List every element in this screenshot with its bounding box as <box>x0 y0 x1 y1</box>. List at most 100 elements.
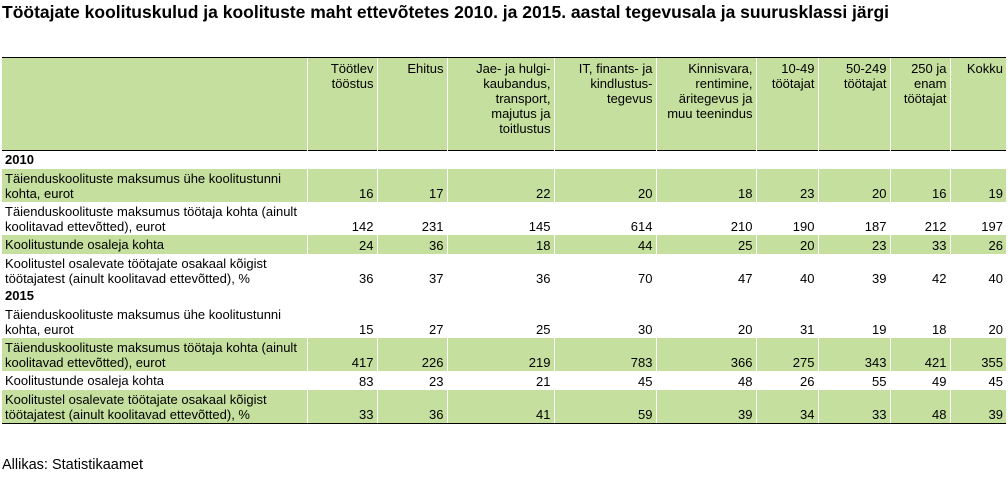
row-label: Täienduskoolituste maksumus töötaja koht… <box>5 204 297 234</box>
value-cell: 39 <box>949 390 1006 424</box>
year-row: 2010 <box>2 151 1006 170</box>
column-header: Kinnisvara, rentimine, äritegevus ja muu… <box>655 58 756 151</box>
column-header: Ehitus <box>376 58 447 151</box>
value-cell: 355 <box>949 338 1006 371</box>
value-cell: 41 <box>446 390 554 424</box>
value-cell: 190 <box>755 202 818 235</box>
value-cell: 26 <box>755 371 818 390</box>
column-header: 50-249 töötajat <box>817 58 890 151</box>
table-row: Koolitustel osalevate töötajate osakaal … <box>2 254 1006 287</box>
value-cell: 212 <box>889 202 950 235</box>
value-cell: 25 <box>446 305 554 338</box>
value-cell: 42 <box>889 254 950 287</box>
value-cell: 366 <box>655 338 756 371</box>
row-label: Koolitustel osalevate töötajate osakaal … <box>5 256 267 286</box>
row-label: Koolitustunde osaleja kohta <box>5 373 165 388</box>
value-cell: 34 <box>755 390 818 424</box>
value-cell: 16 <box>306 169 377 202</box>
value-cell: 70 <box>553 254 656 287</box>
column-header: 10-49 töötajat <box>755 58 818 151</box>
value-cell: 25 <box>655 235 756 254</box>
value-cell: 21 <box>446 371 554 390</box>
value-cell: 15 <box>306 305 377 338</box>
column-header: Kokku <box>949 58 1006 151</box>
value-cell: 343 <box>817 338 890 371</box>
value-cell: 417 <box>306 338 377 371</box>
value-cell: 23 <box>376 371 447 390</box>
table-row: Koolitustunde osaleja kohta 24 36 18 44 25 20 2… <box>2 235 1006 254</box>
value-cell: 16 <box>889 169 950 202</box>
value-cell: 48 <box>655 371 756 390</box>
value-cell: 39 <box>655 390 756 424</box>
table-row: Koolitustel osalevate töötajate osakaal … <box>2 390 1006 424</box>
value-cell: 142 <box>306 202 377 235</box>
value-cell: 23 <box>817 235 890 254</box>
value-cell: 421 <box>889 338 950 371</box>
value-cell: 22 <box>446 169 554 202</box>
value-cell: 36 <box>446 254 554 287</box>
value-cell: 45 <box>553 371 656 390</box>
row-label: Koolitustunde osaleja kohta <box>5 237 165 252</box>
value-cell: 40 <box>755 254 818 287</box>
value-cell: 210 <box>655 202 756 235</box>
row-label: Täienduskoolituste maksumus ühe koolitus… <box>5 171 282 201</box>
value-cell: 33 <box>306 390 377 424</box>
chart-title: Töötajate koolituskulud ja koolituste ma… <box>2 2 890 22</box>
value-cell: 187 <box>817 202 890 235</box>
value-cell: 783 <box>553 338 656 371</box>
value-cell: 36 <box>306 254 377 287</box>
table-row: Koolitustunde osaleja kohta 83 23 21 45 48 26 5… <box>2 371 1006 390</box>
row-label: Koolitustel osalevate töötajate osakaal … <box>2 390 307 424</box>
value-cell: 49 <box>889 371 950 390</box>
value-cell: 33 <box>889 235 950 254</box>
column-header: 250 ja enam töötajat <box>889 58 950 151</box>
value-cell: 55 <box>817 371 890 390</box>
value-cell: 45 <box>949 371 1006 390</box>
value-cell: 83 <box>306 371 377 390</box>
value-cell: 37 <box>376 254 447 287</box>
value-cell: 18 <box>889 305 950 338</box>
value-cell: 20 <box>817 169 890 202</box>
value-cell: 36 <box>376 235 447 254</box>
table-row: Täienduskoolituste maksumus töötaja koht… <box>2 202 1006 235</box>
value-cell: 231 <box>376 202 447 235</box>
table-row: Täienduskoolituste maksumus ühe koolitus… <box>2 305 1006 338</box>
value-cell: 59 <box>553 390 656 424</box>
row-label: Täienduskoolituste maksumus ühe koolitus… <box>5 307 282 337</box>
header-empty-cell <box>2 58 307 151</box>
data-table: Töötlev tööstus Ehitus Jae- ja hulgi-kau… <box>2 57 1006 424</box>
value-cell: 24 <box>306 235 377 254</box>
row-label: Täienduskoolituste maksumus töötaja koht… <box>5 340 297 370</box>
table-row: Täienduskoolituste maksumus töötaja koht… <box>2 338 1006 371</box>
value-cell: 614 <box>553 202 656 235</box>
value-cell: 219 <box>446 338 554 371</box>
value-cell: 39 <box>817 254 890 287</box>
value-cell: 275 <box>755 338 818 371</box>
value-cell: 20 <box>755 235 818 254</box>
value-cell: 31 <box>755 305 818 338</box>
value-cell: 44 <box>553 235 656 254</box>
value-cell: 18 <box>446 235 554 254</box>
column-header: Jae- ja hulgi-kaubandus, transport, maju… <box>446 58 554 151</box>
value-cell: 19 <box>949 169 1006 202</box>
value-cell: 36 <box>376 390 447 424</box>
value-cell: 18 <box>655 169 756 202</box>
value-cell: 33 <box>817 390 890 424</box>
value-cell: 27 <box>376 305 447 338</box>
source-note: Allikas: Statistikaamet <box>2 457 144 473</box>
value-cell: 23 <box>755 169 818 202</box>
year-row: 2015 <box>2 287 1006 305</box>
value-cell: 17 <box>376 169 447 202</box>
column-header: Töötlev tööstus <box>306 58 377 151</box>
value-cell: 197 <box>949 202 1006 235</box>
value-cell: 20 <box>553 169 656 202</box>
value-cell: 26 <box>949 235 1006 254</box>
value-cell: 145 <box>446 202 554 235</box>
value-cell: 20 <box>655 305 756 338</box>
value-cell: 19 <box>817 305 890 338</box>
value-cell: 40 <box>949 254 1006 287</box>
year-label: 2015 <box>5 288 34 303</box>
table-row: Täienduskoolituste maksumus ühe koolitus… <box>2 169 1006 202</box>
year-label: 2010 <box>5 152 34 167</box>
value-cell: 30 <box>553 305 656 338</box>
